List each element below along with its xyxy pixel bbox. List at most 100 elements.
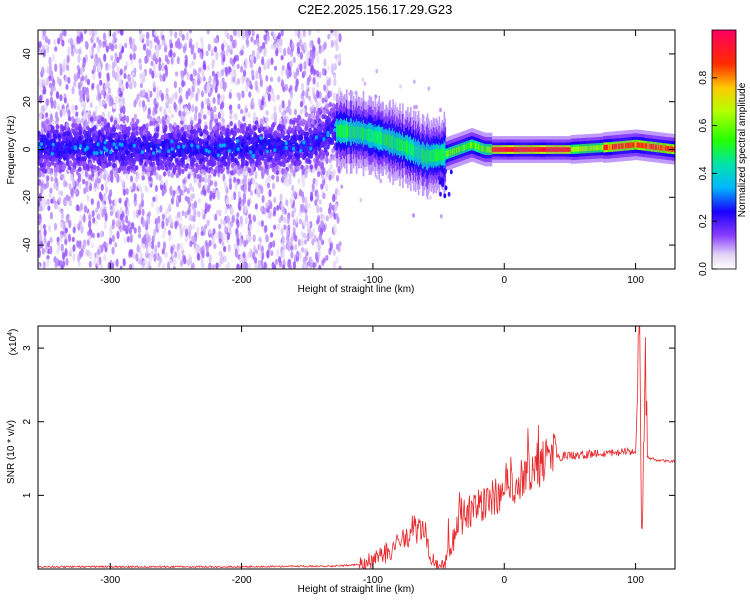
- heatmap-cell: [67, 109, 71, 118]
- heatmap-cell: [316, 81, 320, 88]
- heatmap-cell: [313, 262, 317, 268]
- heatmap-cell: [226, 169, 230, 175]
- heatmap-cell: [61, 163, 66, 169]
- heatmap-cell: [100, 183, 104, 191]
- heatmap-cell: [316, 30, 320, 34]
- heatmap-cell: [246, 81, 250, 87]
- heatmap-cell: [214, 37, 218, 44]
- heatmap-cell: [86, 78, 91, 86]
- heatmap-cell: [139, 154, 144, 160]
- heatmap-cell: [148, 176, 152, 182]
- heatmap-cell: [317, 160, 321, 167]
- heatmap-cell: [41, 44, 45, 52]
- heatmap-cell: [320, 219, 324, 229]
- heatmap-cell: [108, 199, 112, 205]
- heatmap-cell: [55, 203, 59, 210]
- heatmap-cell: [287, 46, 291, 56]
- heatmap-cell: [173, 101, 177, 111]
- heatmap-cell: [184, 195, 188, 202]
- heatmap-cell: [316, 141, 321, 147]
- heatmap-cell: [274, 258, 278, 266]
- heatmap-cell: [79, 214, 83, 222]
- heatmap-cell: [231, 146, 236, 152]
- heatmap-cell: [116, 56, 120, 64]
- heatmap-cell: [195, 41, 199, 49]
- heatmap-cell: [168, 214, 172, 223]
- heatmap-cell: [194, 133, 198, 139]
- heatmap-cell: [164, 94, 168, 100]
- heatmap-cell: [294, 85, 298, 93]
- heatmap-cell: [205, 246, 209, 253]
- heatmap-cell: [266, 182, 271, 189]
- heatmap-cell: [250, 165, 255, 172]
- heatmap-cell: [60, 220, 64, 229]
- heatmap-cell: [252, 234, 256, 243]
- heatmap-cell: [145, 159, 149, 165]
- heatmap-cell: [138, 233, 142, 239]
- heatmap-cell: [77, 253, 81, 263]
- heatmap-cell: [273, 32, 277, 40]
- heatmap-cell: [206, 251, 210, 258]
- heatmap-cell: [154, 244, 158, 254]
- heatmap-cell: [68, 219, 72, 229]
- heatmap-cell: [295, 125, 300, 131]
- heatmap-cell: [132, 209, 137, 219]
- heatmap-cell: [314, 150, 318, 156]
- heatmap-cell: [314, 163, 318, 169]
- heatmap-cell: [309, 99, 313, 106]
- heatmap-cell: [133, 67, 137, 74]
- heatmap-cell: [210, 131, 214, 137]
- heatmap-cell: [56, 145, 60, 152]
- heatmap-cell: [133, 99, 137, 108]
- heatmap-cell: [67, 233, 72, 243]
- heatmap-cell: [229, 48, 233, 55]
- heatmap-cell: [303, 70, 307, 77]
- heatmap-cell: [307, 221, 311, 228]
- heatmap-cell: [40, 186, 44, 195]
- heatmap-cell: [173, 80, 177, 89]
- heatmap-cell: [88, 30, 93, 36]
- heatmap-cell: [321, 67, 325, 76]
- heatmap-cell: [174, 91, 178, 100]
- heatmap-cell: [96, 259, 100, 268]
- heatmap-cell: [98, 98, 102, 108]
- heatmap-cell: [251, 74, 255, 81]
- heatmap-cell: [191, 186, 195, 193]
- heatmap-cell: [243, 185, 247, 194]
- heatmap-cell: [129, 264, 133, 269]
- heatmap-cell: [126, 201, 131, 208]
- heatmap-cell: [54, 262, 58, 269]
- heatmap-cell: [247, 140, 251, 146]
- heatmap-cell: [126, 224, 130, 232]
- heatmap-cell: [96, 200, 100, 210]
- heatmap-cell: [168, 204, 172, 210]
- heatmap-cell: [137, 258, 142, 265]
- heatmap-cell: [242, 115, 246, 122]
- heatmap-cell: [331, 147, 335, 154]
- heatmap-cell: [224, 151, 229, 157]
- heatmap-cell: [273, 196, 277, 204]
- heatmap-cell: [222, 220, 226, 226]
- heatmap-cell: [335, 35, 339, 42]
- heatmap-cell: [318, 48, 322, 55]
- heatmap-cell: [223, 255, 227, 263]
- heatmap-cell: [328, 138, 332, 144]
- heatmap-cell: [322, 224, 326, 233]
- heatmap-cell: [125, 81, 129, 89]
- heatmap-cell: [200, 108, 204, 116]
- heatmap-cell: [155, 132, 159, 138]
- heatmap-cell: [162, 159, 167, 165]
- heatmap-cell: [38, 78, 42, 88]
- heatmap-cell: [140, 199, 145, 208]
- heatmap-cell: [132, 52, 136, 61]
- heatmap-cell: [72, 226, 76, 234]
- heatmap-cell: [154, 71, 158, 79]
- heatmap-cell: [53, 256, 57, 264]
- heatmap-cell: [238, 196, 242, 205]
- heatmap-cell: [103, 221, 107, 230]
- heatmap-cell: [138, 99, 142, 108]
- heatmap-cell: [302, 232, 307, 239]
- heatmap-cell: [292, 56, 296, 64]
- heatmap-cell: [168, 165, 173, 171]
- heatmap-cell: [301, 107, 306, 113]
